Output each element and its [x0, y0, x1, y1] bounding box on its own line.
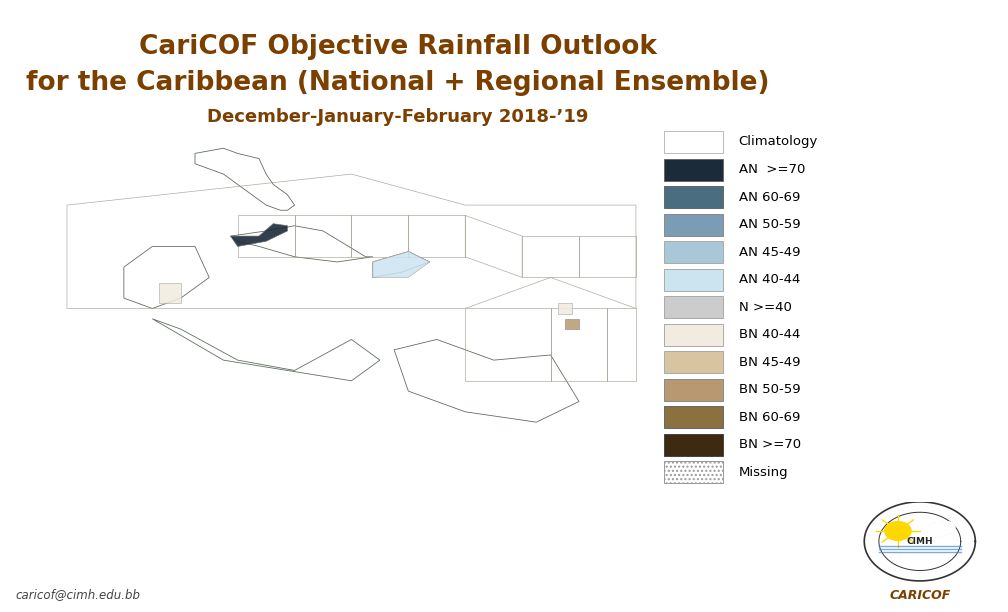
Text: Missing: Missing — [739, 466, 788, 479]
FancyBboxPatch shape — [664, 269, 723, 291]
Text: AN  >=70: AN >=70 — [739, 163, 805, 176]
Text: BN 40-44: BN 40-44 — [739, 328, 800, 341]
Circle shape — [927, 523, 948, 537]
Circle shape — [927, 523, 948, 537]
Text: BN 60-69: BN 60-69 — [739, 411, 800, 424]
Text: BN 50-59: BN 50-59 — [739, 383, 800, 397]
Text: AN 60-69: AN 60-69 — [739, 190, 800, 204]
Polygon shape — [564, 319, 579, 329]
Circle shape — [885, 521, 911, 540]
Text: AN 50-59: AN 50-59 — [739, 218, 800, 231]
Polygon shape — [159, 283, 180, 304]
Polygon shape — [231, 224, 287, 247]
FancyBboxPatch shape — [664, 379, 723, 401]
Text: December-January-February 2018-’19: December-January-February 2018-’19 — [208, 108, 589, 125]
Text: CIMH: CIMH — [906, 537, 933, 546]
FancyBboxPatch shape — [664, 186, 723, 208]
Polygon shape — [373, 252, 429, 277]
FancyBboxPatch shape — [664, 461, 723, 483]
FancyBboxPatch shape — [664, 296, 723, 318]
Text: for the Caribbean (National + Regional Ensemble): for the Caribbean (National + Regional E… — [26, 70, 770, 96]
FancyBboxPatch shape — [664, 214, 723, 236]
Circle shape — [937, 521, 955, 534]
Text: N >=40: N >=40 — [739, 300, 791, 314]
FancyBboxPatch shape — [664, 434, 723, 456]
Text: AN 45-49: AN 45-49 — [739, 245, 800, 259]
FancyBboxPatch shape — [664, 351, 723, 373]
Text: BN >=70: BN >=70 — [739, 438, 800, 452]
Polygon shape — [557, 304, 572, 313]
FancyBboxPatch shape — [664, 131, 723, 153]
FancyBboxPatch shape — [664, 159, 723, 181]
Text: CARICOF: CARICOF — [889, 589, 951, 602]
FancyBboxPatch shape — [664, 406, 723, 428]
Text: AN 40-44: AN 40-44 — [739, 273, 800, 286]
FancyBboxPatch shape — [664, 324, 723, 346]
Text: Climatology: Climatology — [739, 135, 818, 149]
Text: CariCOF Objective Rainfall Outlook: CariCOF Objective Rainfall Outlook — [139, 34, 657, 59]
FancyBboxPatch shape — [664, 241, 723, 263]
Circle shape — [922, 526, 938, 538]
Circle shape — [937, 521, 955, 534]
Text: BN 45-49: BN 45-49 — [739, 356, 800, 369]
Text: caricof@cimh.edu.bb: caricof@cimh.edu.bb — [15, 588, 140, 601]
